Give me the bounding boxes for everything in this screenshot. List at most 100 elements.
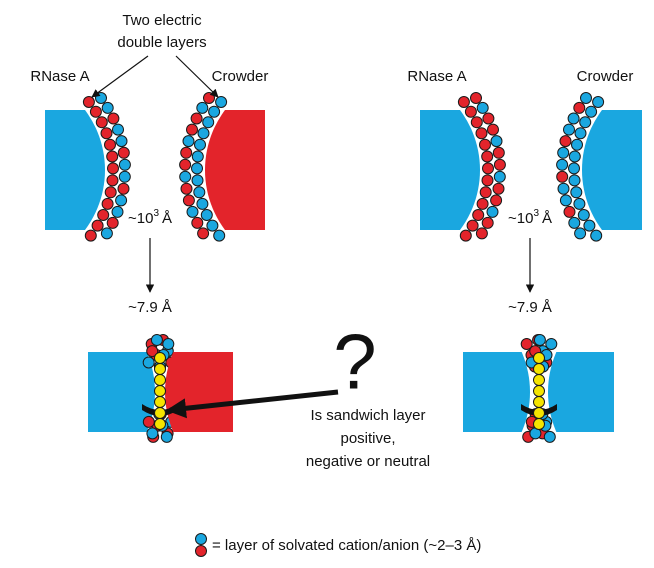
ion — [480, 187, 491, 198]
ion — [491, 195, 502, 206]
crowder-label: Crowder — [212, 68, 269, 85]
ion — [201, 210, 212, 221]
ion — [83, 97, 94, 108]
ion — [483, 113, 494, 124]
ion — [90, 106, 101, 117]
ion — [118, 147, 129, 158]
ion — [575, 228, 586, 239]
ion — [467, 220, 478, 231]
ion — [197, 102, 208, 113]
ion — [569, 163, 580, 174]
ion — [192, 175, 203, 186]
ion — [105, 187, 116, 198]
ion — [180, 159, 191, 170]
particle-body — [548, 292, 654, 492]
ion — [560, 195, 571, 206]
ion — [216, 97, 227, 108]
legend-ion — [196, 546, 207, 557]
ion — [591, 230, 602, 241]
sandwich-ion — [155, 375, 166, 386]
ion — [483, 163, 494, 174]
ion — [557, 159, 568, 170]
ion — [102, 102, 113, 113]
sandwich-ion — [534, 397, 545, 408]
ion — [564, 206, 575, 217]
ion — [116, 136, 127, 147]
sandwich-ion — [534, 375, 545, 386]
ion — [482, 151, 493, 162]
ion — [163, 339, 174, 350]
ion — [101, 128, 112, 139]
ion — [593, 97, 604, 108]
ion — [98, 210, 109, 221]
ion — [195, 139, 206, 150]
ion — [116, 195, 127, 206]
ion — [473, 210, 484, 221]
ion — [108, 113, 119, 124]
ion — [183, 136, 194, 147]
ion — [204, 93, 215, 104]
ion — [198, 228, 209, 239]
ion — [465, 106, 476, 117]
ion — [482, 175, 493, 186]
ion — [471, 93, 482, 104]
ion — [581, 93, 592, 104]
sandwich-ion — [534, 364, 545, 375]
sandwich-ion — [155, 386, 166, 397]
ion — [198, 128, 209, 139]
ion — [118, 183, 129, 194]
ion — [105, 139, 116, 150]
sandwich-ion — [155, 419, 166, 430]
ion — [569, 151, 580, 162]
ion — [161, 431, 172, 442]
sandwich-ion — [155, 353, 166, 364]
ion — [191, 113, 202, 124]
ion — [107, 217, 118, 228]
ion — [92, 220, 103, 231]
ion — [487, 206, 498, 217]
ion — [572, 139, 583, 150]
ion — [192, 151, 203, 162]
sandwich-ion — [155, 397, 166, 408]
ion — [197, 198, 208, 209]
callout-line: Two electric — [122, 12, 202, 29]
ion — [147, 428, 158, 439]
ion — [560, 136, 571, 147]
legend-text: = layer of solvated cation/anion (~2–3 Å… — [212, 537, 481, 554]
ion — [471, 117, 482, 128]
ion — [151, 335, 162, 346]
ion — [493, 183, 504, 194]
question-mark: ? — [333, 318, 376, 406]
crowder-label: Crowder — [577, 68, 634, 85]
ion — [192, 217, 203, 228]
ion — [108, 163, 119, 174]
legend-ion — [196, 534, 207, 545]
ion — [102, 198, 113, 209]
ion — [493, 147, 504, 158]
ion — [143, 416, 154, 427]
ion — [101, 228, 112, 239]
ion — [96, 93, 107, 104]
ion — [181, 183, 192, 194]
sandwich-ion — [534, 353, 545, 364]
ion — [214, 230, 225, 241]
sandwich-ion — [534, 408, 545, 419]
ion — [207, 220, 218, 231]
protein-label: RNase A — [30, 68, 89, 85]
ion — [203, 117, 214, 128]
ion — [482, 217, 493, 228]
ion — [575, 128, 586, 139]
ion — [494, 159, 505, 170]
question-line: Is sandwich layer — [310, 407, 425, 424]
particle-body — [280, 70, 480, 270]
protein-label: RNase A — [407, 68, 466, 85]
ion — [181, 147, 192, 158]
ion — [491, 136, 502, 147]
particle-body — [0, 292, 155, 492]
ion — [183, 195, 194, 206]
ion — [187, 206, 198, 217]
ion — [107, 175, 118, 186]
ion — [113, 124, 124, 135]
ion — [544, 431, 555, 442]
ion — [488, 124, 499, 135]
